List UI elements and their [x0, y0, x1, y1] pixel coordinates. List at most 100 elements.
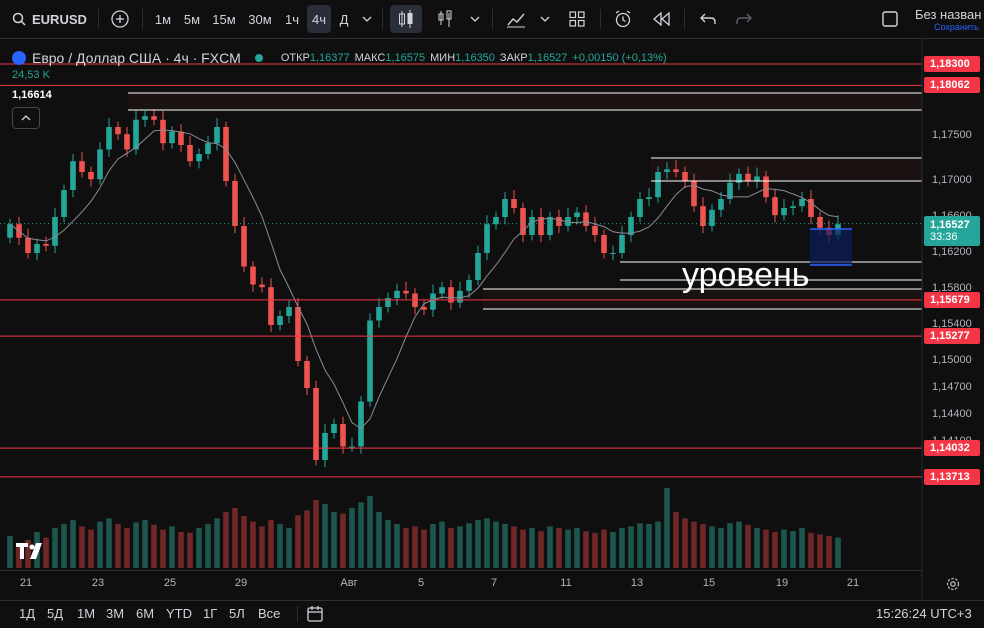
bottom-toolbar: 1Д 5Д 1М 3М 6М YTD 1Г 5Л Все 15:26:24 UT…	[0, 600, 984, 626]
clock[interactable]: 15:26:24 UTC+3	[876, 606, 972, 621]
chevron-up-icon	[21, 115, 31, 121]
chart-type-dropdown[interactable]	[466, 5, 484, 33]
zone-rect	[651, 158, 922, 181]
level-price-tag[interactable]: 1,15679	[924, 291, 980, 308]
price-axis-label: 1,14400	[932, 408, 972, 420]
time-axis-label: 15	[702, 577, 716, 589]
candle-body	[799, 199, 805, 207]
timeframe-dropdown[interactable]	[358, 5, 376, 33]
timeframe-1h[interactable]: 1ч	[284, 11, 299, 27]
date-range-button[interactable]	[306, 605, 324, 628]
candle-body	[772, 197, 778, 216]
time-axis-label: 19	[775, 577, 789, 589]
volume-bar	[304, 510, 310, 568]
legend-open: 1,16377	[309, 52, 350, 64]
level-price-tag[interactable]: 1,14032	[924, 440, 980, 457]
current-price-tag[interactable]: 1,16527 33:36	[924, 215, 980, 246]
indicators-menu-button[interactable]	[500, 5, 532, 33]
volume-bar	[673, 512, 679, 568]
range-5y[interactable]: 5Л	[229, 606, 245, 621]
level-annotation[interactable]: уровень	[682, 256, 810, 294]
candle-body	[52, 217, 58, 246]
candle-body	[7, 224, 13, 238]
candle-body	[394, 290, 400, 298]
range-6m[interactable]: 6М	[136, 606, 155, 621]
candle-body	[664, 169, 670, 172]
candle-body	[286, 307, 292, 316]
legend-close-label: ЗАКР	[499, 52, 528, 64]
timeframe-1m[interactable]: 1м	[154, 11, 172, 27]
bars-icon	[438, 10, 452, 27]
volume-bar	[475, 520, 481, 568]
time-axis-label: 29	[234, 577, 248, 589]
volume-bar	[493, 521, 499, 568]
position-box	[810, 229, 852, 265]
candle-body	[349, 446, 355, 448]
volume-bar	[655, 521, 661, 568]
candle-body	[385, 298, 391, 307]
range-1m[interactable]: 1М	[77, 606, 96, 621]
volume-bar	[511, 526, 517, 568]
range-1y[interactable]: 1Г	[203, 606, 218, 621]
volume-bar	[637, 523, 643, 568]
volume-bar	[88, 529, 94, 568]
level-price-tag[interactable]: 1,18062	[924, 77, 980, 94]
range-ytd[interactable]: YTD	[166, 606, 192, 621]
timeframe-day[interactable]: Д	[339, 11, 349, 27]
layout-save-link[interactable]: Сохранить	[934, 22, 979, 32]
timeframe-4h[interactable]: 4ч	[307, 5, 331, 33]
candle-body	[403, 290, 409, 294]
volume-bar	[430, 524, 436, 568]
candle-body	[124, 134, 130, 150]
candle-body	[700, 206, 706, 226]
undo-button[interactable]	[694, 5, 722, 33]
indicators-dropdown[interactable]	[536, 5, 554, 33]
timeframe-5m[interactable]: 5м	[183, 11, 201, 27]
volume-bar	[241, 516, 247, 568]
range-all[interactable]: Все	[258, 606, 281, 621]
candle-body	[601, 235, 607, 253]
range-1d[interactable]: 1Д	[19, 606, 36, 621]
alert-button[interactable]	[608, 5, 638, 33]
volume-bar	[421, 529, 427, 568]
redo-button[interactable]	[730, 5, 758, 33]
volume-bar	[799, 528, 805, 568]
legend-volume: 24,53 K	[12, 69, 50, 81]
candle-body	[205, 143, 211, 154]
candle-body	[790, 206, 796, 208]
candle-body	[754, 176, 760, 181]
indicators-button[interactable]	[430, 5, 460, 33]
chevron-down-icon	[470, 16, 480, 22]
symbol-search[interactable]: EURUSD	[12, 0, 87, 38]
top-toolbar: EURUSD 1м 5м 15м 30м 1ч 4ч Д	[0, 0, 984, 39]
layout-name[interactable]: Без назван	[915, 7, 982, 22]
candle-body	[367, 320, 373, 402]
candle-body	[520, 208, 526, 235]
volume-bar	[403, 528, 409, 568]
level-price-tag[interactable]: 1,18300	[924, 56, 980, 72]
level-price-tag[interactable]: 1,13713	[924, 468, 980, 485]
volume-bar	[781, 529, 787, 568]
level-price-tag[interactable]: 1,15277	[924, 328, 980, 345]
volume-bar	[736, 521, 742, 568]
layouts-button[interactable]	[562, 5, 592, 33]
volume-bar	[25, 540, 31, 568]
fullscreen-button[interactable]	[878, 5, 902, 33]
price-chart[interactable]	[0, 38, 984, 600]
candles-icon	[399, 10, 413, 28]
range-5d[interactable]: 5Д	[47, 606, 64, 621]
candles-type-button[interactable]	[390, 5, 422, 33]
legend-title[interactable]: Евро / Доллар США · 4ч · FXCM	[32, 50, 241, 66]
candle-body	[529, 217, 535, 235]
volume-bar	[565, 529, 571, 568]
compare-button[interactable]	[107, 5, 133, 33]
timeframe-15m[interactable]: 15м	[212, 11, 236, 27]
range-3m[interactable]: 3М	[106, 606, 125, 621]
candle-body	[646, 197, 652, 199]
replay-button[interactable]	[646, 5, 676, 33]
volume-bar	[376, 512, 382, 568]
timeframe-30m[interactable]: 30м	[248, 11, 272, 27]
time-axis-label: 11	[560, 577, 572, 589]
axis-settings-button[interactable]	[945, 576, 961, 597]
collapse-legend-button[interactable]	[12, 107, 40, 129]
